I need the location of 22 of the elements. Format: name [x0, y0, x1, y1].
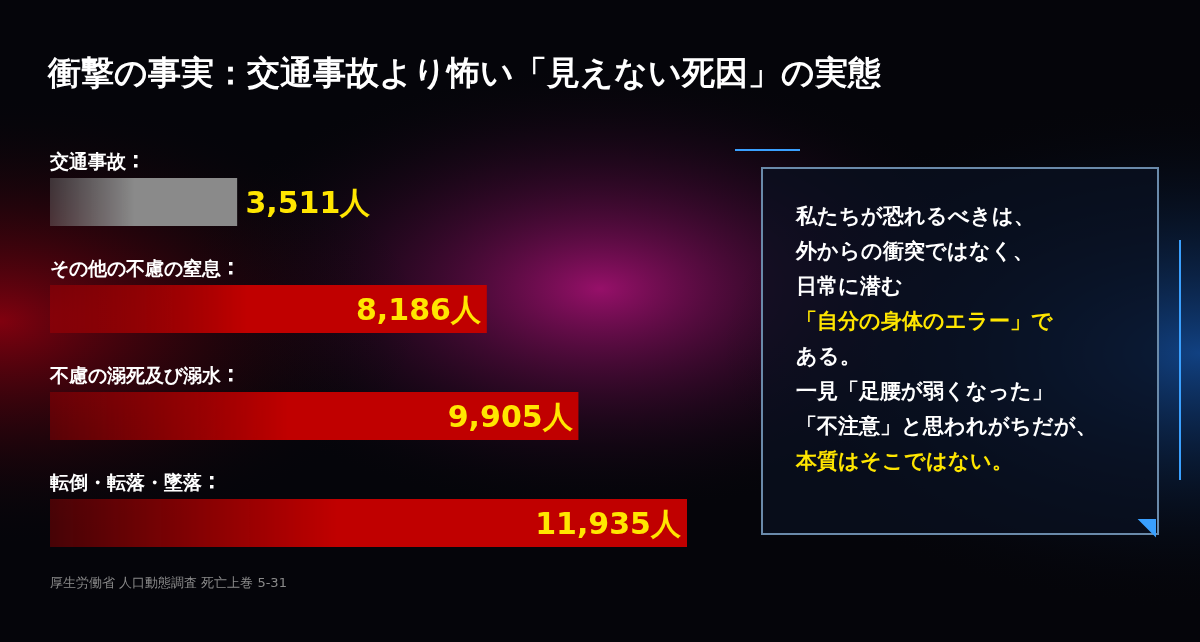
data-label: 3,511人 — [245, 185, 372, 220]
y-tick-label: 不慮の溺死及び溺水 — [49, 364, 222, 386]
bar — [50, 285, 487, 333]
y-tick-label: その他の不慮の窒息 — [50, 257, 221, 279]
bar — [50, 499, 687, 547]
y-tick-label: 転倒・転落・墜落 — [50, 471, 202, 493]
data-label: 8,186人 — [356, 292, 482, 327]
text: 「自分の身体のエラー」で — [796, 309, 1053, 333]
text: 私たちが恐れるべきは、 — [795, 204, 1035, 228]
bar — [50, 392, 579, 440]
chart-title: 衝撃の事実：交通事故より怖い「見えない死因」の実態 — [47, 53, 881, 92]
text: 日常に潜む — [796, 274, 903, 298]
bar — [50, 178, 238, 226]
text: 一見「足腰が弱くなった」 — [796, 379, 1053, 403]
text: 厚生労働省 人口動態調査 死亡上巻 5-31 — [50, 575, 287, 590]
text: ある。 — [796, 344, 861, 368]
y-tick-label: 交通事故 — [49, 150, 127, 172]
data-label: 11,935人 — [535, 506, 682, 541]
data-label: 9,905人 — [447, 399, 574, 434]
text: 「不注意」と思われがちだが、 — [796, 414, 1097, 438]
text: 外からの衝突ではなく、 — [795, 239, 1034, 263]
text: 本質はそこではない。 — [795, 449, 1013, 473]
